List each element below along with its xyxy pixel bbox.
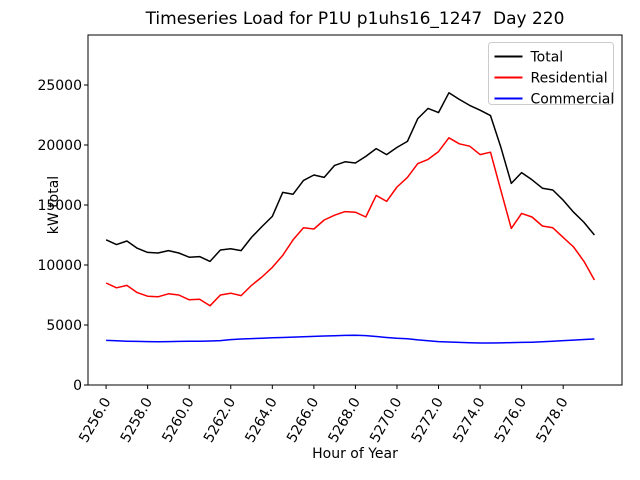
x-tick-label: 5268.0 xyxy=(326,395,364,445)
y-axis-label: kW total xyxy=(46,175,62,235)
x-tick-label: 5276.0 xyxy=(492,395,530,445)
chart-title: Timeseries Load for P1U p1uhs16_1247 Day… xyxy=(145,9,565,29)
x-tick-label: 5270.0 xyxy=(367,395,405,445)
series-line-commercial xyxy=(106,334,595,344)
y-tick-label: 25000 xyxy=(37,78,82,94)
x-tick-label: 5274.0 xyxy=(450,395,488,445)
x-tick-label: 5258.0 xyxy=(118,395,156,445)
series-line-residential xyxy=(105,137,596,307)
y-tick-label: 0 xyxy=(73,378,82,394)
legend-label-total: Total xyxy=(530,50,564,66)
x-tick-label: 5278.0 xyxy=(533,395,571,445)
y-tick-label: 15000 xyxy=(37,198,82,214)
legend-label-residential: Residential xyxy=(531,71,608,87)
series-line-total xyxy=(105,92,595,263)
x-tick-label: 5260.0 xyxy=(159,395,197,445)
y-tick-label: 20000 xyxy=(37,138,82,154)
x-tick-label: 5256.0 xyxy=(76,395,114,445)
x-tick-label: 5264.0 xyxy=(242,395,280,445)
y-tick-label: 5000 xyxy=(46,318,82,334)
legend-label-commercial: Commercial xyxy=(531,92,615,108)
y-tick-label: 10000 xyxy=(37,258,82,274)
x-tick-label: 5262.0 xyxy=(201,395,239,445)
x-tick-label: 5272.0 xyxy=(409,395,447,445)
x-tick-label: 5266.0 xyxy=(284,395,322,445)
legend-box xyxy=(488,42,614,105)
x-axis-label: Hour of Year xyxy=(312,446,398,462)
